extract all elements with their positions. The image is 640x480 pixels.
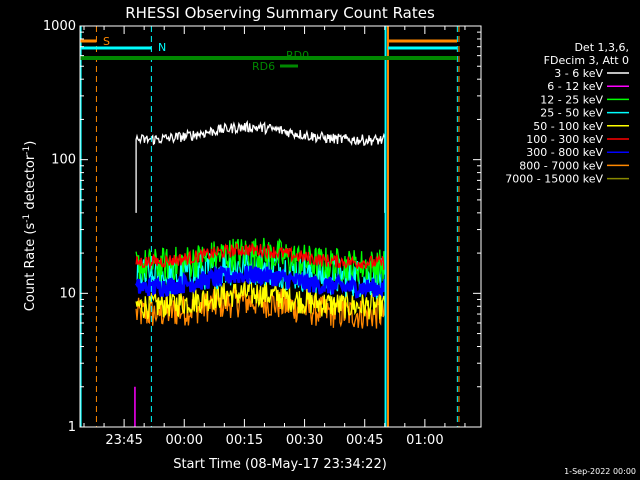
saa-label: S: [103, 35, 110, 48]
x-tick-label: 23:45: [105, 433, 142, 448]
y-tick-label: 100: [51, 153, 76, 168]
y-axis-label-part2: detector: [23, 154, 38, 214]
legend-label: 25 - 50 keV: [540, 107, 603, 120]
rd6-label: RD6: [252, 60, 275, 73]
legend-header-line2: FDecim 3, Att 0: [544, 54, 629, 67]
legend-label: 300 - 800 keV: [526, 146, 603, 159]
legend-label: 7000 - 15000 keV: [505, 173, 603, 186]
y-axis-label-sup2: -1: [22, 146, 32, 155]
data-layer: [134, 119, 387, 427]
series-line: [134, 265, 387, 299]
chart-title: RHESSI Observing Summary Count Rates: [125, 4, 435, 22]
x-tick-label: 00:45: [346, 433, 383, 448]
legend-label: 800 - 7000 keV: [519, 159, 603, 172]
x-tick-label: 00:15: [226, 433, 263, 448]
annotation-layer: S N RD0 RD6: [79, 26, 460, 427]
legend-header-line1: Det 1,3,6,: [574, 41, 629, 54]
legend-label: 12 - 25 keV: [540, 93, 603, 106]
legend-label: 50 - 100 keV: [533, 120, 603, 133]
series-line: [135, 242, 386, 271]
y-axis-label: Count Rate (s-1 detector-1): [22, 141, 38, 312]
y-axis-label-part3: ): [23, 141, 38, 146]
footer-date: 1-Sep-2022 00:00: [564, 467, 636, 476]
y-tick-label: 1000: [43, 19, 76, 34]
y-tick-label: 1: [68, 420, 76, 435]
series-line: [135, 119, 386, 213]
y-axis-label-sup1: -1: [22, 214, 32, 223]
axes-layer: 1 10 100 1000 23:45 00:00 00:15 00:30 00:45 01:00: [43, 19, 481, 448]
rd0-label: RD0: [286, 49, 309, 62]
x-tick-label: 00:00: [166, 433, 203, 448]
legend-label: 3 - 6 keV: [554, 67, 603, 80]
x-axis-label: Start Time (08-May-17 23:34:22): [173, 457, 387, 472]
plot-frame: [79, 25, 482, 428]
y-tick-label: 10: [59, 286, 76, 301]
x-tick-label: 00:30: [286, 433, 323, 448]
night-label: N: [158, 41, 166, 54]
legend-label: 100 - 300 keV: [526, 133, 603, 146]
x-tick-label: 01:00: [406, 433, 443, 448]
legend-label: 6 - 12 keV: [547, 80, 603, 93]
y-axis-label-part1: Count Rate (s: [23, 223, 38, 312]
